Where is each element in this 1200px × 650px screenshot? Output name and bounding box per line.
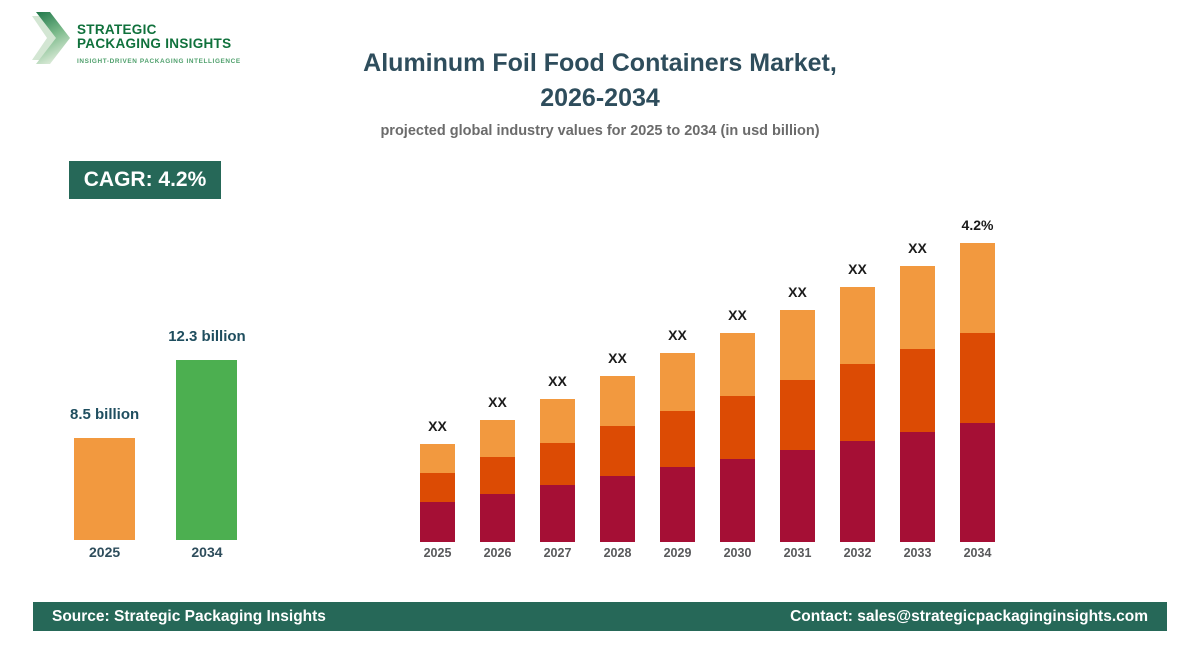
bottom-segment	[660, 467, 695, 542]
footer-bar: Source: Strategic Packaging Insights Con…	[33, 602, 1167, 631]
top-segment	[420, 444, 455, 473]
middle-segment	[540, 443, 575, 485]
stacked-bar-year-label: 2033	[903, 546, 932, 560]
stacked-bar	[540, 399, 575, 542]
brand-name-line2: PACKAGING INSIGHTS	[77, 36, 232, 51]
brand-logo: STRATEGIC PACKAGING INSIGHTS INSIGHT-DRI…	[32, 12, 241, 65]
stacked-bar	[720, 333, 755, 542]
bottom-segment	[780, 450, 815, 542]
page-title-line2: 2026-2034	[540, 84, 660, 112]
stacked-bar	[960, 243, 995, 542]
stacked-bar-group: XX 2027	[540, 373, 575, 560]
top-segment	[780, 310, 815, 380]
stacked-bar-group: XX 2028	[600, 350, 635, 560]
middle-segment	[840, 364, 875, 441]
stacked-bar-value-label: XX	[908, 240, 927, 256]
bottom-segment	[720, 459, 755, 542]
stacked-bar	[780, 310, 815, 542]
page-title-line1: Aluminum Foil Food Containers Market,	[363, 49, 837, 77]
chevron-logo-icon	[32, 12, 70, 64]
stacked-bar	[660, 353, 695, 542]
cagr-badge: CAGR: 4.2%	[69, 161, 221, 199]
middle-segment	[780, 380, 815, 450]
summary-bar	[74, 438, 136, 540]
bottom-segment	[900, 432, 935, 542]
stacked-bar	[900, 266, 935, 542]
stacked-bar-group: XX 2032	[840, 261, 875, 560]
summary-bar-chart: 8.5 billion 2025 12.3 billion 2034	[70, 327, 246, 560]
brand-name-line1: STRATEGIC	[77, 22, 157, 37]
stacked-bar-year-label: 2027	[543, 546, 572, 560]
stacked-bar-value-label: XX	[428, 418, 447, 434]
top-segment	[540, 399, 575, 443]
top-segment	[840, 287, 875, 364]
stacked-bar-year-label: 2028	[603, 546, 632, 560]
top-segment	[600, 376, 635, 426]
bottom-segment	[600, 476, 635, 542]
stacked-bar-group: XX 2030	[720, 307, 755, 560]
stacked-bar-year-label: 2032	[843, 546, 872, 560]
brand-tagline: INSIGHT-DRIVEN PACKAGING INTELLIGENCE	[77, 58, 241, 65]
stacked-bar-value-label: XX	[728, 307, 747, 323]
bottom-segment	[540, 485, 575, 542]
summary-value-label: 12.3 billion	[168, 328, 246, 345]
top-segment	[900, 266, 935, 349]
stacked-bar-year-label: 2031	[783, 546, 812, 560]
stacked-bar-group: 4.2% 2034	[960, 217, 995, 560]
stacked-bar-group: XX 2033	[900, 240, 935, 560]
middle-segment	[960, 333, 995, 423]
top-segment	[720, 333, 755, 396]
bottom-segment	[480, 494, 515, 542]
page-subtitle: projected global industry values for 202…	[380, 123, 820, 139]
middle-segment	[900, 349, 935, 432]
middle-segment	[660, 411, 695, 467]
stacked-bar	[420, 444, 455, 542]
bottom-segment	[840, 441, 875, 542]
middle-segment	[420, 473, 455, 502]
stacked-bar	[600, 376, 635, 542]
stacked-bar-group: XX 2026	[480, 394, 515, 560]
stacked-bar-value-label: XX	[788, 284, 807, 300]
summary-year-label: 2034	[191, 544, 223, 560]
stacked-bar-value-label: XX	[608, 350, 627, 366]
stacked-bar-year-label: 2029	[663, 546, 692, 560]
top-segment	[480, 420, 515, 457]
stacked-bar-year-label: 2034	[963, 546, 992, 560]
stacked-bar-group: XX 2031	[780, 284, 815, 560]
stacked-bar-value-label: XX	[488, 394, 507, 410]
stacked-bar	[480, 420, 515, 542]
summary-value-label: 8.5 billion	[70, 406, 140, 423]
top-segment	[660, 353, 695, 411]
brand-text: STRATEGIC PACKAGING INSIGHTS INSIGHT-DRI…	[77, 12, 241, 66]
stacked-bar-value-label: XX	[548, 373, 567, 389]
contact-text: Contact: sales@strategicpackaginginsight…	[790, 607, 1148, 625]
stacked-bar-group: XX 2025	[420, 418, 455, 560]
middle-segment	[600, 426, 635, 476]
summary-bar-group: 12.3 billion 2034	[168, 328, 246, 560]
top-segment	[960, 243, 995, 333]
stacked-bar-value-label: 4.2%	[961, 217, 994, 233]
summary-year-label: 2025	[89, 544, 121, 560]
stacked-bar	[840, 287, 875, 542]
summary-bar-group: 8.5 billion 2025	[70, 406, 139, 560]
stacked-bar-value-label: XX	[668, 327, 687, 343]
stacked-bar-group: XX 2029	[660, 327, 695, 560]
bottom-segment	[420, 502, 455, 542]
projection-stacked-bar-chart: XX 2025 XX 2026 XX 2027 XX 2028 XX 2029 XX 2030 XX 20…	[420, 205, 1000, 560]
stacked-bar-year-label: 2026	[483, 546, 512, 560]
middle-segment	[480, 457, 515, 494]
source-text: Source: Strategic Packaging Insights	[52, 607, 326, 625]
bottom-segment	[960, 423, 995, 542]
chart-header: Aluminum Foil Food Containers Market, 20…	[0, 46, 1200, 139]
stacked-bar-year-label: 2030	[723, 546, 752, 560]
summary-bar	[176, 360, 238, 540]
middle-segment	[720, 396, 755, 459]
stacked-bar-value-label: XX	[848, 261, 867, 277]
stacked-bar-year-label: 2025	[423, 546, 452, 560]
